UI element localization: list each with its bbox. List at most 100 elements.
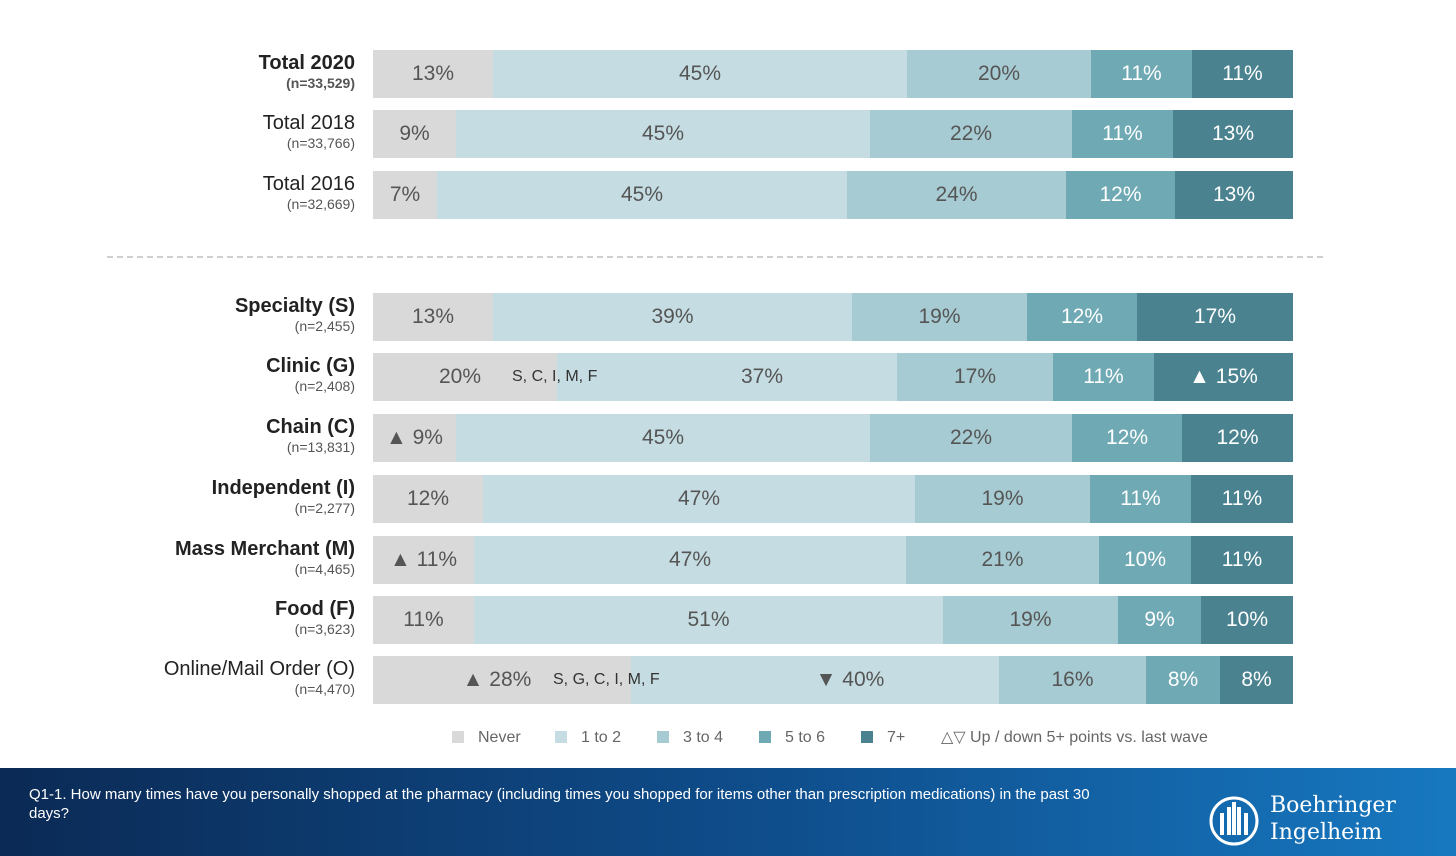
data-label: 47% [668,548,712,571]
bar-segment [373,353,557,401]
row-name: Online/Mail Order (O) [163,658,355,680]
stacked-bar: ▲ 9% 45% 22% 12% 12% [373,414,1293,462]
data-label: 17% [1193,305,1237,328]
bar-segment [373,414,456,462]
bar-segment [897,353,1053,401]
section-divider [107,256,1323,258]
bar-segment [943,596,1118,644]
data-label: 21% [981,548,1024,571]
row-sample-size: (n=4,470) [294,681,355,697]
bar-segment [557,353,897,401]
stacked-bar: 9% 45% 22% 11% 13% [373,110,1293,158]
bar-segment [1053,353,1154,401]
row-label: Food (F) (n=3,623) [275,598,355,637]
data-label: 22% [949,122,993,145]
bar-segment [474,536,906,584]
bar-segment [999,656,1146,704]
data-label: 11% [1120,487,1161,510]
data-label: 16% [1051,668,1094,691]
bar-segment [1118,596,1201,644]
row-sample-size: (n=32,669) [286,196,355,212]
row-name: Total 2016 [262,173,355,195]
legend: Never 1 to 2 3 to 4 5 to 6 7+ △▽ Up / down 5+… [0,726,1456,750]
legend-label: Never [478,729,521,746]
legend-label: 5 to 6 [785,729,826,746]
row-name: Total 2020 [258,52,355,74]
legend-swatch [861,731,873,743]
bar-segment [1191,536,1293,584]
bar-segment [1173,110,1293,158]
data-label: 12% [1216,426,1259,449]
significance-note: S, G, C, I, M, F [553,671,660,688]
data-label: 10% [1225,608,1269,631]
bar-segment [373,656,631,704]
bar-segment [1154,353,1293,401]
stacked-bar: 7% 45% 24% 12% 13% [373,171,1293,219]
data-label: 51% [687,608,730,631]
bar-segment [456,414,870,462]
data-label: 8% [1241,668,1272,691]
bar-segment [1175,171,1293,219]
data-label: ▲ 15% [1189,365,1258,388]
data-label: 45% [678,62,722,85]
data-label: 11% [1121,62,1162,85]
data-label: 7% [389,183,421,206]
bar-segment [373,475,483,523]
bar-segment [373,110,456,158]
bar-segment [437,171,847,219]
bar-segment [870,110,1072,158]
data-label: ▲ 9% [386,426,443,449]
data-label: 19% [1009,608,1052,631]
bar-segment [1137,293,1293,341]
bar-segment [1027,293,1137,341]
logo-emblem-icon [1209,796,1259,846]
data-label: 45% [641,426,685,449]
bar-segment [1191,475,1293,523]
data-label: 37% [740,365,784,388]
data-label: 13% [411,62,455,85]
row-label: Clinic (G) (n=2,408) [266,355,355,394]
company-logo: Boehringer Ingelheim [1208,793,1438,849]
data-label: 22% [949,426,993,449]
bar-segment [1201,596,1293,644]
legend-significance-note: △▽ Up / down 5+ points vs. last wave [941,729,1208,746]
legend-swatch [555,731,567,743]
data-label: 13% [1212,183,1256,206]
significance-note: S, C, I, M, F [512,368,598,385]
legend-item: Never [452,726,521,750]
row-name: Independent (I) [211,477,355,499]
row-name: Food (F) [275,598,355,620]
bar-segment [915,475,1090,523]
logo-line-1: Boehringer [1270,793,1396,818]
row-label: Mass Merchant (M) (n=4,465) [175,538,355,577]
bar-segment [373,50,493,98]
row-label: Online/Mail Order (O) (n=4,470) [164,658,355,697]
legend-label: 1 to 2 [581,729,622,746]
bar-segment [847,171,1066,219]
legend-item: 1 to 2 [555,726,621,750]
legend-label: 7+ [887,729,906,746]
row-sample-size: (n=33,529) [286,75,355,91]
data-label: ▲ 11% [389,548,458,571]
data-label: 39% [651,305,694,328]
data-label: 47% [677,487,721,510]
legend-item: 7+ [861,726,905,750]
data-label: 45% [620,183,664,206]
data-label: 12% [1099,183,1142,206]
data-label: ▲ 28% [462,668,532,691]
bar-segment [474,596,943,644]
data-label: 45% [641,122,685,145]
data-label: 11% [1222,62,1263,85]
row-label: Specialty (S) (n=2,455) [235,295,355,334]
bar-segment [906,536,1099,584]
row-label: Independent (I) (n=2,277) [212,477,355,516]
row-sample-size: (n=2,455) [294,318,355,334]
data-label: 20% [977,62,1021,85]
row-sample-size: (n=2,277) [294,500,355,516]
row-name: Mass Merchant (M) [174,538,355,560]
row-name: Chain (C) [266,416,355,438]
legend-item: 3 to 4 [657,726,723,750]
logo-line-2: Ingelheim [1270,820,1383,845]
data-label: 12% [1060,305,1104,328]
bar-segment [1192,50,1293,98]
